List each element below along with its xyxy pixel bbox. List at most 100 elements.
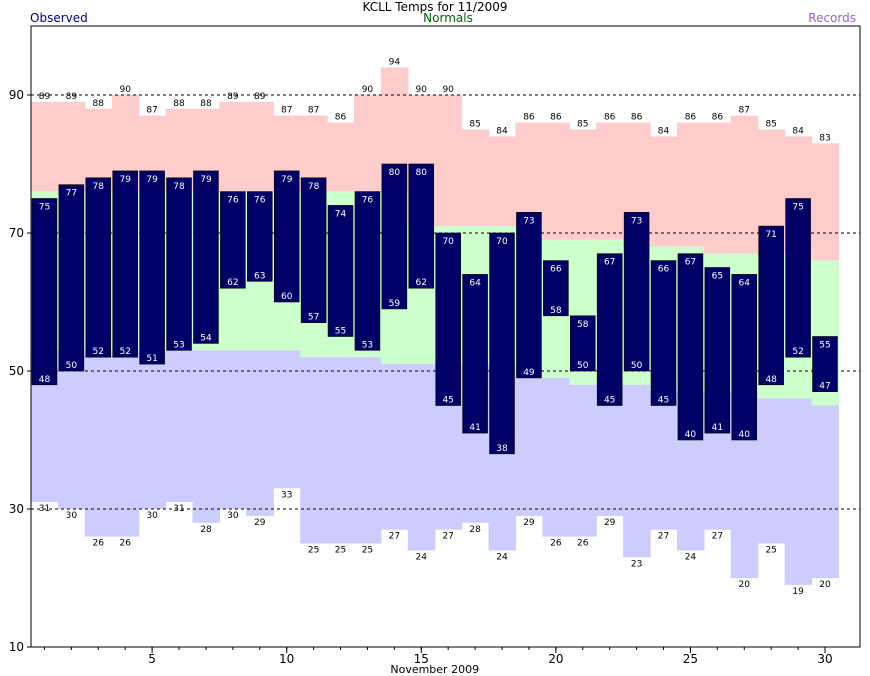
observed-high-label: 79: [281, 175, 293, 185]
record-low-band: [811, 405, 840, 578]
observed-bar: [327, 205, 354, 337]
record-low-band: [623, 384, 651, 558]
observed-high-label: 74: [335, 209, 347, 219]
x-axis-title: November 2009: [390, 663, 479, 676]
x-tick-label: 5: [148, 652, 156, 666]
observed-bar: [166, 177, 192, 351]
record-high-label: 89: [39, 92, 51, 102]
record-low-label: 27: [712, 532, 723, 542]
record-high-label: 85: [577, 120, 588, 130]
record-low-band: [246, 350, 274, 516]
observed-bar: [704, 267, 731, 434]
observed-bar: [731, 274, 758, 441]
observed-bar: [758, 225, 784, 386]
record-high-label: 88: [93, 99, 105, 109]
record-high-band: [219, 101, 247, 192]
record-low-label: 27: [389, 532, 400, 542]
record-high-label: 83: [819, 133, 830, 143]
observed-bar: [785, 198, 811, 358]
observed-low-label: 57: [308, 313, 319, 323]
record-high-band: [31, 101, 59, 192]
record-low-label: 33: [281, 490, 292, 500]
legend-observed: Observed: [30, 11, 88, 25]
observed-low-label: 62: [416, 278, 427, 288]
observed-bar: [58, 184, 85, 372]
y-tick-label: 90: [9, 88, 24, 102]
x-tick-label: 15: [414, 652, 429, 666]
record-high-band: [434, 95, 463, 227]
observed-high-label: 78: [308, 182, 320, 192]
record-low-band: [569, 384, 597, 537]
observed-bar: [462, 274, 488, 434]
observed-high-label: 66: [658, 265, 670, 275]
record-high-label: 94: [389, 57, 401, 67]
observed-low-label: 54: [200, 333, 212, 343]
observed-low-label: 51: [146, 354, 157, 364]
observed-low-label: 55: [335, 327, 346, 337]
observed-bar: [273, 170, 300, 303]
record-low-label: 30: [66, 511, 78, 521]
record-low-label: 26: [93, 539, 105, 549]
record-high-band: [730, 115, 759, 254]
observed-low-label: 47: [819, 382, 830, 392]
record-low-label: 29: [523, 518, 535, 528]
observed-high-label: 65: [712, 272, 723, 282]
observed-high-label: 64: [739, 278, 751, 288]
record-low-band: [596, 384, 624, 516]
observed-bar: [596, 253, 623, 406]
record-low-label: 26: [550, 539, 562, 549]
record-high-label: 86: [523, 113, 535, 123]
observed-bar: [435, 232, 461, 406]
record-low-band: [111, 350, 140, 537]
observed-high-label: 76: [227, 196, 239, 206]
observed-low-label: 59: [389, 299, 401, 309]
record-low-label: 25: [765, 546, 776, 556]
record-high-label: 87: [739, 106, 750, 116]
observed-bar: [408, 163, 435, 289]
record-high-band: [57, 101, 86, 192]
observed-high-label: 79: [146, 175, 158, 185]
chart-title: KCLL Temps for 11/2009: [362, 0, 508, 14]
record-high-label: 86: [335, 113, 347, 123]
y-tick-label: 30: [9, 502, 24, 516]
observed-bar: [300, 177, 327, 323]
y-tick-label: 70: [9, 226, 24, 240]
record-low-label: 31: [39, 504, 50, 514]
record-low-label: 20: [819, 580, 831, 590]
observed-bar: [677, 253, 704, 441]
record-high-label: 84: [658, 126, 670, 136]
record-high-band: [542, 122, 570, 240]
record-high-label: 89: [254, 92, 266, 102]
observed-bar: [31, 198, 58, 386]
observed-bar: [543, 260, 569, 317]
record-high-label: 84: [792, 126, 804, 136]
record-high-label: 90: [442, 85, 454, 95]
record-high-label: 90: [362, 85, 374, 95]
record-high-label: 87: [146, 106, 157, 116]
observed-bar: [516, 212, 542, 379]
y-tick-label: 10: [9, 640, 24, 654]
record-low-band: [84, 350, 113, 537]
record-low-band: [407, 364, 436, 551]
record-high-label: 85: [765, 120, 776, 130]
record-low-label: 28: [200, 525, 212, 535]
record-high-label: 89: [66, 92, 78, 102]
record-low-label: 25: [335, 546, 346, 556]
observed-high-label: 55: [819, 341, 830, 351]
record-low-label: 29: [604, 518, 616, 528]
record-high-band: [569, 129, 597, 240]
record-low-band: [273, 350, 301, 489]
record-low-label: 20: [739, 580, 751, 590]
observed-high-label: 80: [389, 168, 401, 178]
record-high-band: [327, 122, 355, 192]
observed-low-label: 41: [469, 423, 480, 433]
record-low-band: [784, 398, 813, 585]
observed-bar: [650, 260, 677, 406]
record-high-label: 86: [712, 113, 724, 123]
observed-bar: [85, 177, 112, 358]
y-tick-label: 50: [9, 364, 24, 378]
record-low-label: 25: [362, 546, 373, 556]
record-low-label: 24: [685, 552, 697, 562]
observed-low-label: 50: [66, 361, 78, 371]
record-low-band: [165, 350, 194, 503]
